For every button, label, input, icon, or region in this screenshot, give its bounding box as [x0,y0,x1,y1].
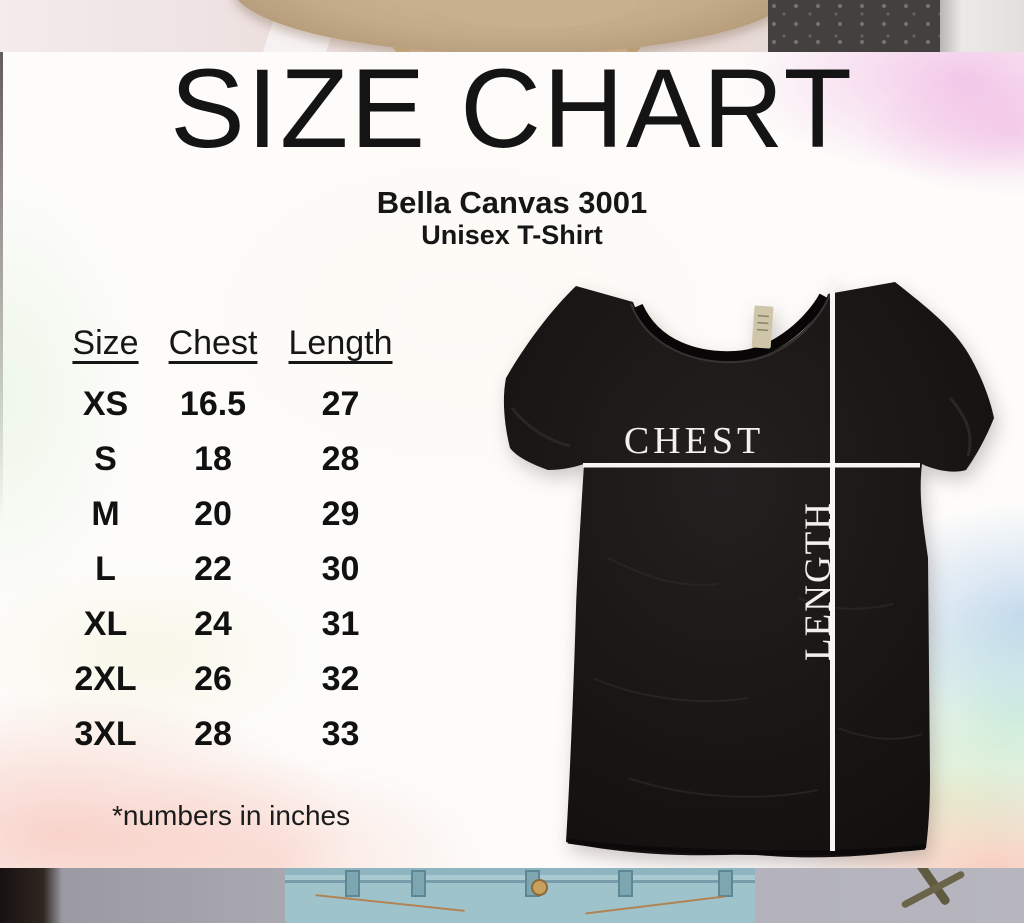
page-title: SIZE CHART [170,52,854,171]
tshirt-body [503,282,994,858]
brand-subtitle: Bella Canvas 3001 [376,185,648,220]
column-header-length: Length [288,324,393,362]
length-cell: 29 [321,495,360,533]
collar-ribbing [633,293,829,362]
belt-loop [411,870,426,897]
photo-frame-edge [940,0,1024,52]
belt-loop [618,870,633,897]
tshirt-svg: CHEST LENGTH [503,278,994,858]
size-cell: L [95,550,116,588]
length-cell: 32 [321,660,360,698]
jeans-waist [285,868,755,923]
neck-tag [751,305,774,349]
background-photo-bottom [0,868,1024,923]
length-cell: 31 [321,605,360,643]
chest-cell: 20 [194,495,232,533]
photo-left-edge [0,52,3,522]
length-cell: 30 [321,550,360,588]
size-cell: 3XL [74,715,137,753]
size-cell: 2XL [74,660,137,698]
pocket-stitching [585,895,725,915]
size-cell: XS [82,385,129,423]
waistband-seam [285,880,755,883]
chest-cell: 16.5 [179,385,247,423]
chest-cell: 26 [194,660,232,698]
length-cell: 28 [321,440,360,478]
background-photo-top [0,0,1024,52]
chest-cell: 28 [194,715,232,753]
hem-edge [567,838,926,856]
column-header-chest: Chest [168,324,258,362]
left-cuff-fold [510,407,571,448]
length-measure-line [830,278,835,851]
right-cuff-fold [948,397,972,457]
chest-cell: 24 [194,605,232,643]
photo-dark-left-edge [0,868,62,923]
size-table: Size Chest Length XS 16.5 27 S 18 28 M 2… [58,324,408,765]
wrinkles [592,557,923,798]
pocket-stitching [315,894,465,912]
length-cell: 33 [321,715,360,753]
size-cell: XL [83,605,128,643]
photo-dark-wall [768,0,940,52]
column-header-size: Size [72,324,139,362]
tshirt-graphic: CHEST LENGTH [498,258,1008,858]
chest-cell: 22 [194,550,232,588]
collar-highlight [630,293,831,364]
units-footnote: *numbers in inches [112,800,351,831]
belt-loop [345,870,360,897]
length-label: LENGTH [798,501,839,661]
belt-loop [718,870,733,897]
chest-label: CHEST [624,420,764,462]
product-subtitle: Unisex T-Shirt [421,220,603,250]
size-chart-card: SIZE CHART Bella Canvas 3001 Unisex T-Sh… [0,52,1024,868]
chest-measure-line [583,463,920,468]
chest-cell: 18 [194,440,232,478]
size-cell: S [94,440,117,478]
jeans-button [531,879,548,896]
length-cell: 27 [321,385,360,423]
size-cell: M [91,495,120,533]
